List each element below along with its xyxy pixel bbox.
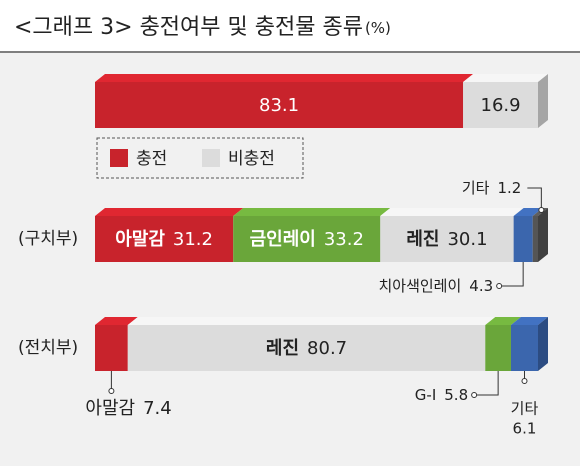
- segment-label: 16.9: [481, 95, 521, 116]
- callout-line: [527, 187, 542, 208]
- value-label: 30.1: [447, 229, 487, 250]
- segment-name: G-I: [415, 386, 436, 404]
- bar-top: [233, 208, 391, 216]
- value-label: 1.2: [497, 179, 521, 197]
- segment-name: 레진: [406, 229, 439, 250]
- legend-label: 비충전: [228, 149, 275, 169]
- bar-top: [380, 208, 524, 216]
- segment-label: 83.1: [259, 95, 299, 116]
- callout-line: [474, 371, 499, 396]
- value-label: 16.9: [481, 95, 521, 116]
- callout-dot: [108, 388, 115, 394]
- bar-side: [538, 208, 548, 262]
- callout-label: 치아색인레이 4.3: [378, 277, 493, 295]
- bar-top: [463, 74, 548, 82]
- legend-box: [96, 137, 304, 179]
- value-label: 33.2: [324, 229, 364, 250]
- segment-name: 금인레이: [250, 229, 316, 250]
- segment-name: 레진: [266, 338, 299, 359]
- bar-top: [95, 317, 138, 325]
- segment-name: 치아색인레이: [378, 277, 461, 295]
- bar-segment: [485, 325, 511, 371]
- callout-label: G-I 5.8: [415, 386, 468, 404]
- segment-name: 기타: [511, 400, 539, 418]
- bar-side: [538, 317, 548, 371]
- callout-dot: [538, 207, 545, 213]
- title-text: <그래프 3> 충전여부 및 충전물 종류: [14, 15, 363, 40]
- bar-side: [538, 74, 548, 128]
- value-label: 31.2: [173, 229, 213, 250]
- callout-dot: [471, 392, 478, 398]
- value-label: 80.7: [307, 338, 347, 359]
- value-label: 5.8: [444, 386, 468, 404]
- bar-segment: [513, 216, 533, 262]
- bar-segment: [95, 325, 128, 371]
- value-label: 6.1: [513, 420, 537, 438]
- bar-segment: [510, 325, 538, 371]
- callout-dot: [496, 283, 503, 289]
- bar-segment: [532, 216, 538, 262]
- category-label: (전치부): [18, 338, 78, 358]
- bar-segment: [95, 82, 464, 128]
- segment-label: 레진 80.7: [266, 338, 347, 359]
- bar-top: [513, 208, 543, 216]
- value-label: 7.4: [143, 398, 172, 419]
- segment-name: 기타: [462, 179, 490, 197]
- bar-segment: [95, 216, 234, 262]
- value-label: 4.3: [469, 277, 493, 295]
- segment-name: 아말감: [85, 398, 135, 419]
- bar-top: [127, 317, 496, 325]
- segment-label: 금인레이 33.2: [250, 229, 364, 250]
- bar-segment: [233, 216, 381, 262]
- value-label: 83.1: [259, 95, 299, 116]
- bar-segment: [127, 325, 486, 371]
- bar-top: [95, 74, 474, 82]
- legend-swatch: [202, 149, 220, 167]
- chart-title: <그래프 3> 충전여부 및 충전물 종류 (%): [14, 15, 391, 40]
- segment-name: 아말감: [115, 229, 165, 250]
- segment-label: 아말감 31.2: [115, 229, 213, 250]
- legend-swatch: [110, 149, 128, 167]
- callout-line: [499, 262, 524, 287]
- bar-segment: [463, 82, 538, 128]
- bar-segment: [380, 216, 514, 262]
- callout-label: 아말감 7.4: [85, 398, 171, 419]
- category-label: (구치부): [18, 229, 78, 249]
- title-unit: (%): [365, 19, 391, 37]
- callout-label: 기타 1.2: [462, 179, 521, 197]
- legend-label: 충전: [136, 149, 167, 169]
- segment-label: 레진 30.1: [406, 229, 487, 250]
- callout-dot: [521, 378, 528, 384]
- bar-top: [485, 317, 521, 325]
- bar-top: [95, 208, 244, 216]
- bar-top: [510, 317, 548, 325]
